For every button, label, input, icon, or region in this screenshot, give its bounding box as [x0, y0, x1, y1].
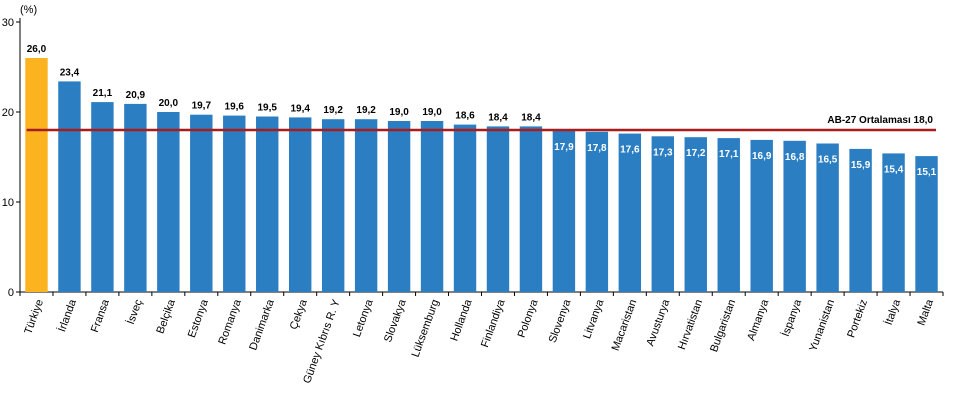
category-label: Danimarka: [247, 297, 277, 352]
bar: [387, 121, 411, 292]
data-label: 19,5: [257, 103, 277, 114]
bar: [750, 139, 773, 292]
bar: [25, 58, 48, 292]
data-labels: 26,0 23,4 21,1 20,9 20,0 19,7 19,6 19,5 19,4 19,2…: [27, 44, 937, 178]
category-label: Litvanya: [581, 297, 607, 340]
data-label: 19,2: [356, 105, 376, 116]
bar: [816, 143, 839, 292]
reference-line-group: AB-27 Ortalaması 18,0: [26, 115, 936, 132]
data-label: 18,6: [455, 111, 475, 122]
bar: [882, 153, 905, 292]
category-label: Türkiye: [22, 298, 46, 336]
category-label: Güney Kıbrıs R. Y: [301, 297, 343, 385]
data-label: 15,1: [917, 167, 937, 178]
bar: [651, 136, 675, 292]
bar: [321, 119, 345, 292]
category-label: Polonya: [516, 297, 541, 339]
category-label: İspanya: [779, 297, 805, 338]
data-label: 20,9: [126, 90, 146, 101]
data-label: 18,4: [488, 112, 508, 123]
y-tick-label: 0: [8, 287, 14, 299]
category-label: İtalya: [882, 297, 904, 327]
bar: [552, 130, 576, 292]
category-label: Slovakya: [382, 297, 409, 344]
category-labels: Türkiye İrlanda Fransa İsveç Belçika Estonya R…: [22, 297, 936, 385]
category-label: Malta: [916, 297, 937, 327]
category-label: Macaristan: [610, 298, 640, 353]
data-label: 19,4: [290, 103, 310, 114]
bar: [486, 126, 510, 293]
bar: [783, 140, 806, 292]
data-label: 16,8: [785, 152, 805, 163]
bar: [354, 119, 378, 292]
bar: [91, 102, 114, 292]
bar: [849, 148, 872, 292]
y-tick-label: 30: [2, 17, 14, 29]
bar: [288, 117, 312, 293]
bar: [684, 137, 707, 292]
data-label: 15,4: [884, 164, 904, 175]
data-label: 17,8: [587, 143, 607, 154]
bar: [618, 133, 642, 292]
bar: [915, 156, 938, 292]
category-label: Slovenya: [547, 297, 574, 344]
category-label: Lüksemburg: [410, 298, 442, 359]
data-label: 19,0: [389, 107, 409, 118]
category-label: Hollanda: [448, 297, 474, 343]
bar: [453, 124, 477, 292]
data-label: 21,1: [93, 88, 113, 99]
category-label: Yunanistan: [807, 298, 837, 353]
category-label: Avusturya: [644, 297, 672, 348]
data-label: 20,0: [159, 98, 179, 109]
category-label: Romanya: [216, 297, 244, 346]
reference-line-label: AB-27 Ortalaması 18,0: [827, 115, 933, 126]
category-label: Almanya: [745, 297, 771, 342]
category-label: Belçika: [154, 297, 178, 335]
bar: [124, 103, 147, 293]
unit-label: (%): [20, 4, 37, 16]
data-label: 17,9: [554, 142, 574, 153]
category-label: İrlanda: [55, 297, 79, 334]
data-label: 16,5: [818, 155, 838, 166]
data-label: 19,6: [225, 102, 245, 113]
category-label: İsveç: [124, 297, 145, 326]
category-label: Estonya: [186, 297, 211, 339]
data-label: 17,3: [653, 147, 673, 158]
bar: [717, 138, 740, 292]
category-label: Hırvatistan: [676, 298, 705, 352]
data-label: 17,6: [620, 145, 640, 156]
data-label: 17,2: [686, 148, 706, 159]
category-label: Finlandiya: [479, 297, 508, 349]
category-label: Bulgaristan: [708, 298, 738, 354]
data-label: 19,7: [192, 101, 212, 112]
data-label: 23,4: [60, 67, 80, 78]
data-label: 19,2: [323, 105, 343, 116]
bar: [157, 112, 180, 292]
bar: [585, 131, 609, 292]
bar: [190, 114, 213, 292]
data-label: 16,9: [752, 151, 772, 162]
bar: [58, 81, 81, 293]
y-tick-label: 10: [2, 197, 14, 209]
bar: [519, 126, 543, 293]
bar: [256, 116, 279, 292]
data-label: 17,1: [719, 149, 739, 160]
bar: [420, 121, 444, 292]
category-label: Letonya: [351, 297, 376, 339]
data-label: 26,0: [27, 44, 47, 55]
category-label: Fransa: [89, 297, 112, 334]
category-label: Çekya: [288, 297, 310, 331]
bar: [223, 115, 246, 292]
category-label: Portekiz: [845, 298, 870, 339]
y-tick-label: 20: [2, 107, 14, 119]
data-label: 15,9: [851, 160, 871, 171]
bars: [25, 58, 938, 293]
data-label: 18,4: [521, 112, 541, 123]
data-label: 19,0: [422, 107, 442, 118]
